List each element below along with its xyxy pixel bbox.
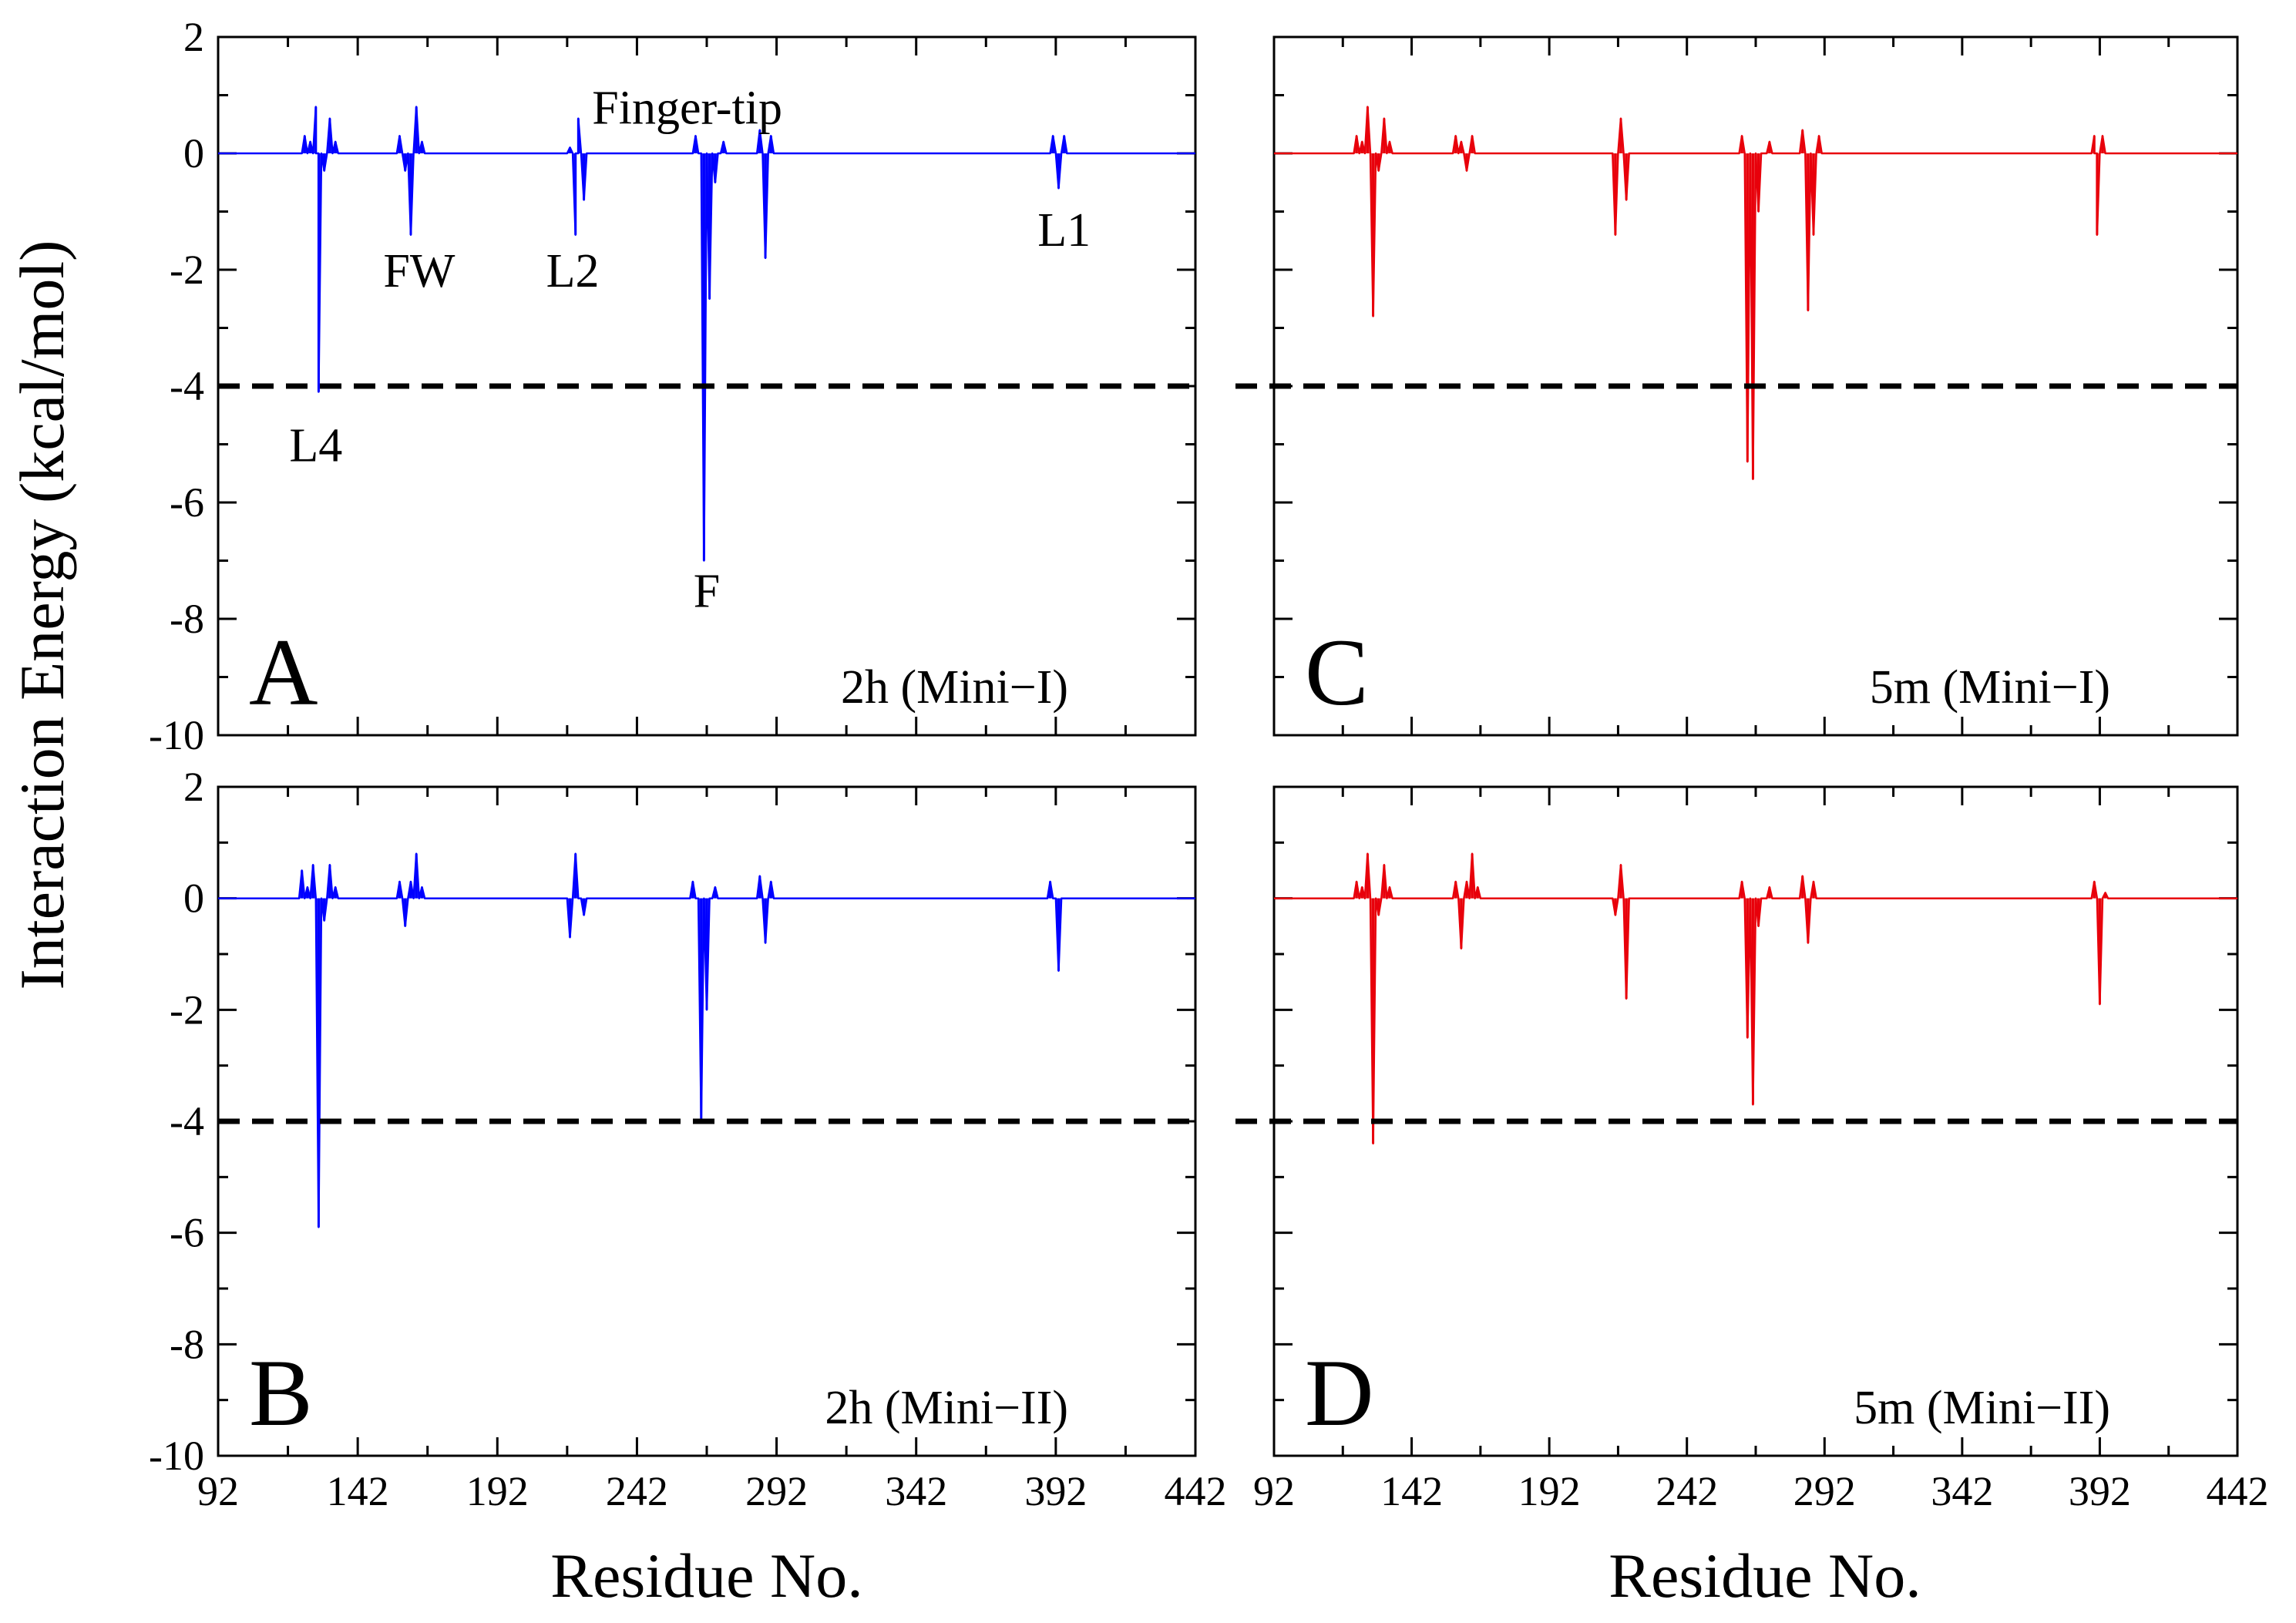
y-tick-label: 0: [183, 130, 204, 176]
y-tick-label: 0: [183, 875, 204, 922]
annotation-label: FW: [383, 245, 455, 297]
x-tick-label: 442: [2207, 1468, 2269, 1514]
y-tick-label: -6: [170, 1210, 204, 1256]
panel-subtitle: 2h (Mini−II): [825, 1382, 1068, 1434]
x-tick-label: 192: [1518, 1468, 1581, 1514]
y-tick-label: 2: [183, 764, 204, 810]
panel-letter: D: [1305, 1340, 1374, 1446]
x-tick-label: 142: [1380, 1468, 1443, 1514]
energy-line: [1274, 106, 2237, 481]
panel-c: C 5m (Mini−I): [1235, 35, 2239, 737]
y-axis-title: Interaction Energy (kcal/mol): [7, 240, 77, 990]
panel-letter: B: [249, 1340, 313, 1446]
panel-letter: C: [1305, 620, 1369, 725]
annotation-label: Finger-tip: [592, 82, 782, 135]
y-tick-label: -2: [170, 986, 204, 1033]
energy-area: [1274, 853, 2237, 1144]
x-tick-label: 442: [1165, 1468, 1227, 1514]
annotation-label: L2: [546, 245, 600, 297]
y-tick-label: 2: [183, 14, 204, 60]
panel-subtitle: 5m (Mini−II): [1854, 1382, 2110, 1434]
y-tick-label: -4: [170, 363, 204, 409]
panel-letter: A: [249, 620, 318, 725]
annotation-label: F: [694, 565, 720, 617]
x-tick-label: 242: [606, 1468, 668, 1514]
y-tick-label: -2: [170, 247, 204, 293]
x-axis-title-right: Residue No.: [1609, 1541, 1921, 1611]
x-tick-label: 342: [1931, 1468, 1993, 1514]
y-tick-label: -4: [170, 1098, 204, 1144]
annotation-label: L4: [289, 420, 342, 472]
x-tick-label: 142: [327, 1468, 389, 1514]
x-tick-label: 342: [885, 1468, 947, 1514]
panel-a: 2 0 -2 -4 -6 -8 -10 A 2h (Mini−I) L4 FW L2 Finger-ti…: [149, 14, 1197, 758]
y-tick-label: -8: [170, 1321, 204, 1367]
x-tick-label: 192: [466, 1468, 529, 1514]
y-tick-label: -10: [149, 1433, 204, 1479]
panel-d: 92 142 192 242 292 342 392 442 D 5m (Mini−II): [1235, 785, 2269, 1514]
panel-subtitle: 5m (Mini−I): [1870, 661, 2110, 714]
y-tick-label: -8: [170, 596, 204, 642]
x-tick-label: 92: [197, 1468, 239, 1514]
energy-line: [218, 106, 1195, 562]
x-tick-label: 292: [1793, 1468, 1856, 1514]
x-tick-label: 292: [745, 1468, 808, 1514]
x-axis-title-left: Residue No.: [550, 1541, 862, 1611]
y-tick-label: -10: [149, 712, 204, 758]
panel-subtitle: 2h (Mini−I): [841, 661, 1068, 714]
x-tick-label: 392: [2069, 1468, 2131, 1514]
annotation-label: L1: [1037, 204, 1091, 257]
x-tick-label: 242: [1656, 1468, 1718, 1514]
x-tick-label: 392: [1024, 1468, 1087, 1514]
x-tick-label: 92: [1253, 1468, 1295, 1514]
y-tick-label: -6: [170, 479, 204, 526]
